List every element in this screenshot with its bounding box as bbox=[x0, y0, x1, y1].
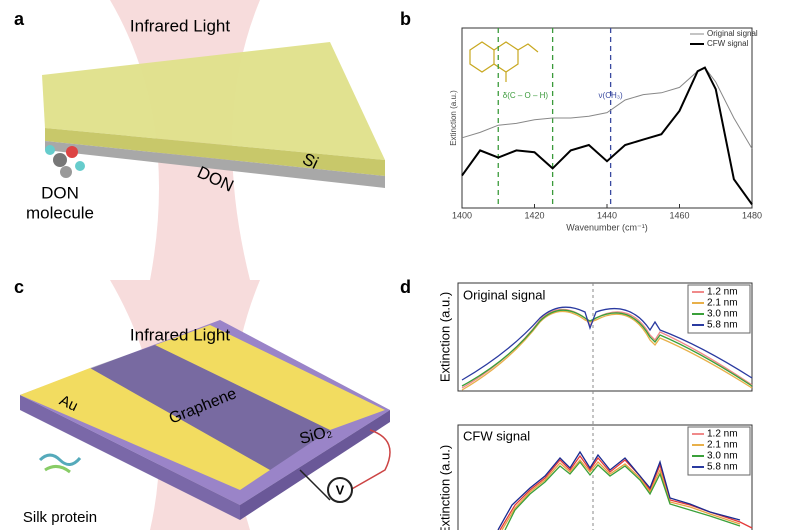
layer-edge bbox=[45, 128, 385, 176]
x-tick-label: 1400 bbox=[452, 210, 472, 220]
si-substrate bbox=[45, 141, 385, 188]
spectra bbox=[461, 306, 753, 530]
plot-frame bbox=[461, 27, 753, 209]
substrate-edge bbox=[240, 410, 390, 520]
panel-label: d bbox=[400, 277, 411, 297]
protein-icon bbox=[38, 453, 82, 474]
x-tick-label: 1440 bbox=[597, 210, 617, 220]
wire bbox=[299, 469, 331, 501]
x-tick-label: 1420 bbox=[524, 210, 544, 220]
electrode-label: Au bbox=[57, 392, 81, 415]
plot-title: Original signal bbox=[463, 287, 545, 302]
panel-label: b bbox=[400, 9, 411, 29]
molecule-label: molecule bbox=[26, 203, 94, 222]
legend-label: 3.0 nm bbox=[707, 309, 738, 320]
electrode bbox=[155, 325, 385, 430]
substrate-edge bbox=[20, 395, 240, 520]
legend-label: Original signal bbox=[707, 29, 758, 38]
annotation: ν(CH₃) bbox=[599, 91, 623, 100]
plot-frame bbox=[457, 424, 753, 530]
graphene bbox=[90, 345, 330, 470]
x-tick-label: 1480 bbox=[742, 210, 762, 220]
beam-label: Infrared Light bbox=[130, 325, 230, 344]
don-layer bbox=[42, 42, 385, 160]
legend-label: 1.2 nm bbox=[707, 429, 738, 440]
annotation: δ(C – O – H) bbox=[503, 91, 549, 100]
legend-label: 1.2 nm bbox=[707, 287, 738, 298]
legend-label: 5.8 nm bbox=[707, 462, 738, 473]
plot-frame bbox=[457, 282, 753, 392]
substrate-label: Si bbox=[300, 149, 322, 173]
legend-label: 3.0 nm bbox=[707, 451, 738, 462]
voltmeter-label: V bbox=[336, 482, 345, 497]
y-axis-label: Extinction (a.u.) bbox=[449, 90, 458, 146]
wire bbox=[349, 429, 391, 491]
protein-label: Silk protein bbox=[23, 509, 97, 526]
series-line bbox=[461, 66, 753, 205]
panel-label: c bbox=[14, 277, 24, 297]
beam-label: Infrared Light bbox=[130, 16, 230, 35]
legend-label: 2.1 nm bbox=[707, 298, 738, 309]
plot-title: CFW signal bbox=[463, 428, 530, 443]
molecule-label: DON bbox=[41, 183, 79, 202]
legend-label: 5.8 nm bbox=[707, 320, 738, 331]
y-axis-label: Extinction (a.u.) bbox=[437, 445, 452, 530]
molecule-icon bbox=[45, 145, 85, 178]
sio2-substrate bbox=[20, 320, 390, 505]
electrode bbox=[20, 368, 270, 490]
y-axis-label: Extinction (a.u.) bbox=[437, 292, 452, 382]
x-axis-label: Wavenumber (cm⁻¹) bbox=[566, 222, 647, 232]
structure-sketch bbox=[469, 41, 539, 82]
x-tick-label: 1460 bbox=[669, 210, 689, 220]
legend-label: 2.1 nm bbox=[707, 440, 738, 451]
panel-label: a bbox=[14, 9, 25, 29]
legend-label: CFW signal bbox=[707, 39, 749, 48]
voltmeter bbox=[327, 477, 353, 503]
